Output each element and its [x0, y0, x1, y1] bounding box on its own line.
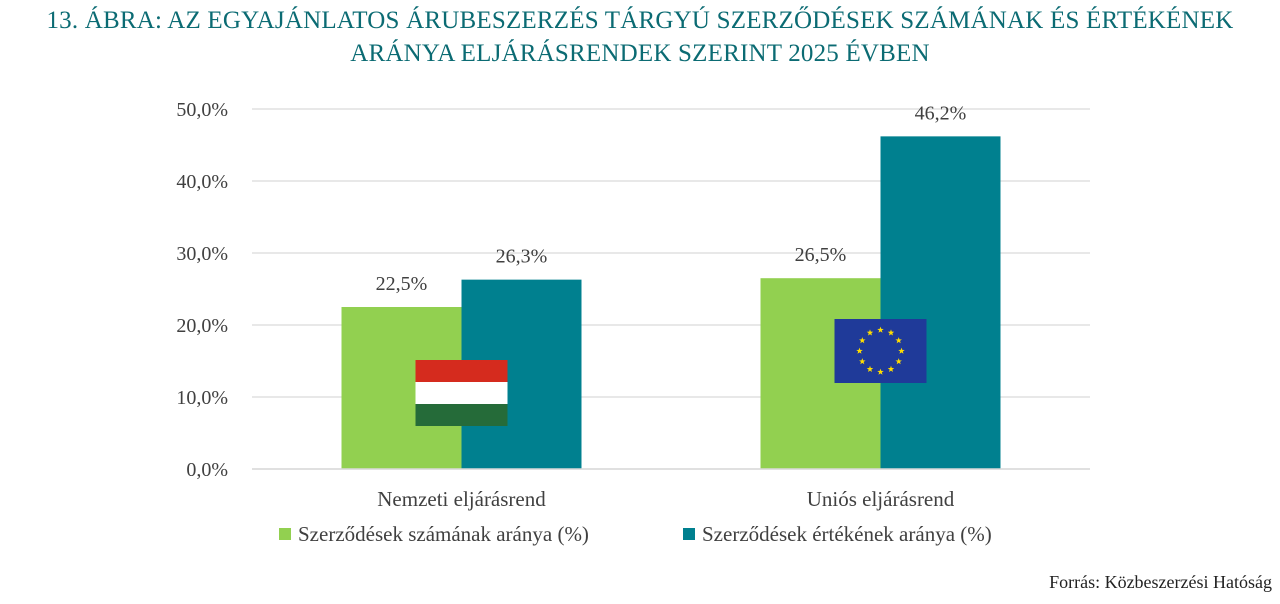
star-icon: [895, 358, 902, 365]
legend-swatch: [279, 528, 291, 540]
star-icon: [856, 347, 863, 354]
x-category-label: Uniós eljárásrend: [807, 487, 955, 511]
legend: Szerződések számának aránya (%) Szerződés…: [279, 522, 992, 546]
data-label: 46,2%: [915, 102, 967, 124]
x-axis: Nemzeti eljárásrend Uniós eljárásrend: [252, 468, 1090, 511]
chart-title: 13. ÁBRA: AZ EGYAJÁNLATOS ÁRUBESZERZÉS T…: [0, 4, 1280, 70]
star-icon: [859, 337, 866, 344]
y-tick-label: 40,0%: [176, 171, 228, 193]
flag-stripe-red: [415, 360, 508, 382]
x-category-label: Nemzeti eljárásrend: [377, 487, 546, 511]
star-icon: [866, 329, 874, 336]
y-tick-label: 0,0%: [186, 459, 228, 481]
y-tick-label: 50,0%: [176, 99, 228, 121]
star-icon: [866, 365, 874, 372]
data-label: 22,5%: [376, 273, 428, 295]
data-label: 26,5%: [795, 244, 847, 266]
y-tick-label: 10,0%: [176, 387, 228, 409]
hungary-flag-icon: [415, 360, 508, 426]
star-icon: [877, 368, 884, 375]
chart-title-line-1: 13. ÁBRA: AZ EGYAJÁNLATOS ÁRUBESZERZÉS T…: [46, 7, 1234, 34]
legend-label: Szerződések értékének aránya (%): [702, 522, 992, 546]
star-icon: [859, 358, 866, 365]
star-icon: [895, 337, 902, 344]
data-labels: 22,5% 26,3% 26,5% 46,2%: [376, 102, 967, 295]
flag-stripe-white: [415, 382, 508, 404]
flag-stripe-green: [415, 404, 508, 426]
legend-label: Szerződések számának aránya (%): [298, 522, 589, 546]
data-label: 26,3%: [496, 246, 548, 268]
chart-title-line-2: ARÁNYA ELJÁRÁSRENDEK SZERINT 2025 ÉVBEN: [350, 40, 930, 67]
star-icon: [887, 365, 895, 372]
star-icon: [898, 347, 905, 354]
bar-value-share: [880, 136, 1001, 470]
star-icon: [877, 326, 884, 333]
flags: [415, 319, 927, 426]
y-tick-label: 30,0%: [176, 243, 228, 265]
eu-flag-icon: [834, 319, 927, 383]
source-note: Forrás: Közbeszerzési Hatóság: [1049, 572, 1272, 592]
y-tick-label: 20,0%: [176, 315, 228, 337]
y-axis: 0,0% 10,0% 20,0% 30,0% 40,0% 50,0%: [176, 99, 228, 481]
star-icon: [887, 329, 895, 336]
legend-swatch: [683, 528, 695, 540]
bars: [341, 136, 1001, 470]
